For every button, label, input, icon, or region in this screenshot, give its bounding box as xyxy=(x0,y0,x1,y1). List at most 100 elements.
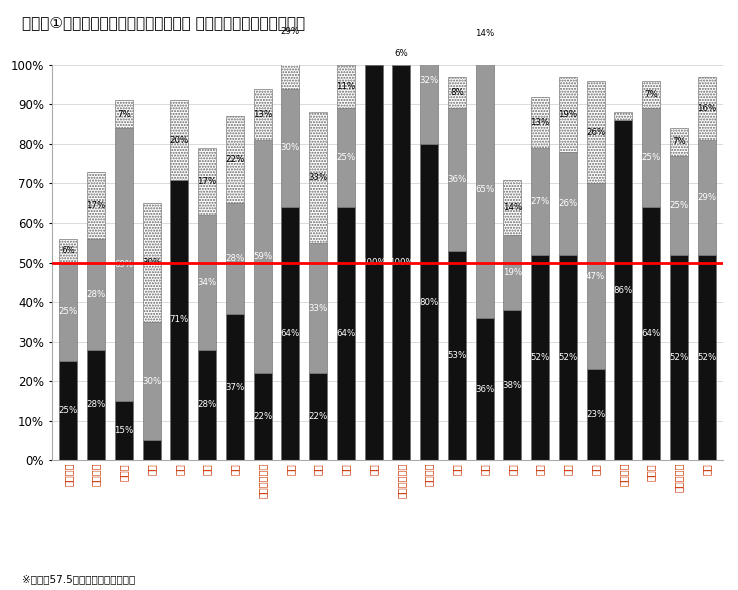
Bar xyxy=(115,100,133,128)
Text: 16%: 16% xyxy=(697,104,716,113)
Bar xyxy=(115,401,133,460)
Text: 8%: 8% xyxy=(450,88,463,97)
Text: 22%: 22% xyxy=(225,155,244,164)
Text: 33%: 33% xyxy=(308,303,328,313)
Bar xyxy=(226,314,244,460)
Text: 7%: 7% xyxy=(672,137,686,146)
Text: 28%: 28% xyxy=(86,290,106,299)
Text: 52%: 52% xyxy=(531,353,550,362)
Bar xyxy=(309,373,327,460)
Bar xyxy=(642,207,660,460)
Text: グラフ①　２０１８国公立大前期合格者 成績別内訳（河合塩調査）: グラフ① ２０１８国公立大前期合格者 成績別内訳（河合塩調査） xyxy=(22,15,306,30)
Bar xyxy=(642,81,660,109)
Text: 17%: 17% xyxy=(198,177,217,186)
Text: 11%: 11% xyxy=(337,82,356,91)
Text: 100%: 100% xyxy=(389,258,414,267)
Bar xyxy=(697,77,716,140)
Text: 64%: 64% xyxy=(337,329,356,338)
Bar xyxy=(393,41,410,65)
Text: 25%: 25% xyxy=(59,407,78,415)
Bar xyxy=(198,349,216,460)
Bar xyxy=(559,77,577,152)
Bar xyxy=(614,112,632,120)
Bar xyxy=(142,440,161,460)
Text: 19%: 19% xyxy=(558,110,577,119)
Bar xyxy=(365,65,382,460)
Text: ※偏差値57.5以上の合格者のみ集計: ※偏差値57.5以上の合格者のみ集計 xyxy=(22,574,135,584)
Bar xyxy=(226,116,244,203)
Bar xyxy=(59,263,77,361)
Bar xyxy=(503,179,521,235)
Bar xyxy=(337,109,355,207)
Text: 65%: 65% xyxy=(475,185,494,194)
Bar xyxy=(448,251,466,460)
Text: 30%: 30% xyxy=(142,376,161,386)
Text: 23%: 23% xyxy=(586,410,605,419)
Text: 22%: 22% xyxy=(308,412,328,421)
Text: 86%: 86% xyxy=(614,286,633,295)
Text: 14%: 14% xyxy=(503,203,522,212)
Bar xyxy=(281,0,300,88)
Text: 34%: 34% xyxy=(198,278,217,287)
Text: 53%: 53% xyxy=(447,351,466,360)
Bar xyxy=(59,239,77,263)
Bar xyxy=(587,81,604,183)
Bar xyxy=(226,203,244,314)
Bar xyxy=(309,112,327,243)
Text: 15%: 15% xyxy=(114,426,134,435)
Bar xyxy=(115,128,133,401)
Text: 30%: 30% xyxy=(280,143,300,152)
Bar xyxy=(337,207,355,460)
Text: 69%: 69% xyxy=(114,260,134,269)
Bar xyxy=(670,255,688,460)
Text: 28%: 28% xyxy=(198,401,217,409)
Text: 64%: 64% xyxy=(280,329,300,338)
Bar xyxy=(87,349,105,460)
Text: 6%: 6% xyxy=(61,246,75,255)
Text: 22%: 22% xyxy=(253,412,272,421)
Text: 52%: 52% xyxy=(558,353,577,362)
Bar xyxy=(587,369,604,460)
Bar xyxy=(170,179,188,460)
Bar xyxy=(142,203,161,322)
Text: 7%: 7% xyxy=(644,90,658,99)
Text: 80%: 80% xyxy=(419,297,438,307)
Bar xyxy=(697,255,716,460)
Bar xyxy=(448,77,466,109)
Bar xyxy=(198,148,216,215)
Text: 47%: 47% xyxy=(586,272,605,281)
Text: 28%: 28% xyxy=(86,401,106,409)
Text: 32%: 32% xyxy=(419,76,438,85)
Text: 14%: 14% xyxy=(475,29,494,38)
Bar xyxy=(281,207,300,460)
Text: 25%: 25% xyxy=(641,153,661,162)
Bar xyxy=(503,310,521,460)
Bar xyxy=(559,152,577,255)
Bar xyxy=(309,243,327,373)
Text: 25%: 25% xyxy=(337,153,356,162)
Text: 17%: 17% xyxy=(86,201,106,209)
Text: 6%: 6% xyxy=(394,48,408,58)
Bar xyxy=(170,100,188,179)
Text: 71%: 71% xyxy=(170,316,189,325)
Text: 26%: 26% xyxy=(586,127,605,137)
Bar xyxy=(254,140,272,373)
Text: 36%: 36% xyxy=(475,385,494,394)
Text: 25%: 25% xyxy=(669,201,689,209)
Bar xyxy=(531,97,549,148)
Bar xyxy=(587,183,604,369)
Bar xyxy=(503,235,521,310)
Text: 100%: 100% xyxy=(361,258,386,267)
Text: 19%: 19% xyxy=(503,268,522,277)
Bar xyxy=(87,172,105,239)
Text: 7%: 7% xyxy=(117,110,131,119)
Text: 52%: 52% xyxy=(669,353,689,362)
Bar xyxy=(198,215,216,349)
Text: 29%: 29% xyxy=(697,193,716,202)
Bar xyxy=(642,109,660,207)
Bar xyxy=(475,318,494,460)
Text: 29%: 29% xyxy=(280,27,300,36)
Text: 13%: 13% xyxy=(253,110,272,119)
Text: 25%: 25% xyxy=(59,307,78,316)
Bar xyxy=(670,128,688,156)
